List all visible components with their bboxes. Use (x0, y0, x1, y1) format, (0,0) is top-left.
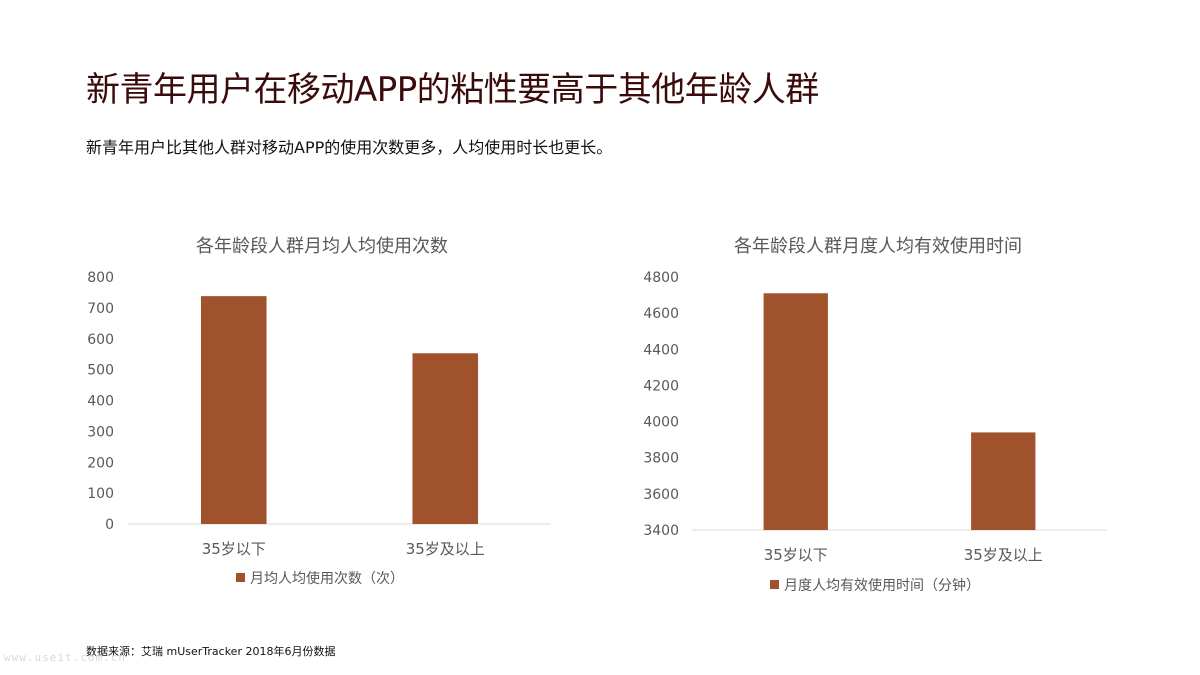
legend-label: 月均人均使用次数（次） (250, 570, 404, 587)
chart-title: 各年龄段人群月度人均有效使用时间 (734, 236, 1022, 257)
legend-swatch (770, 580, 779, 589)
y-tick-label: 4600 (643, 306, 679, 322)
y-tick-label: 700 (87, 301, 114, 317)
page-title: 新青年用户在移动APP的粘性要高于其他年龄人群 (86, 70, 819, 110)
chart-usage-count: 各年龄段人群月均人均使用次数 0 100 200 300 400 500 600 700 800 3… (87, 236, 551, 587)
y-tick-label: 600 (87, 332, 114, 348)
bar (200, 296, 267, 524)
x-category-label: 35岁以下 (764, 546, 828, 564)
y-tick-label: 3400 (643, 523, 679, 539)
y-tick-label: 4200 (643, 378, 679, 394)
legend-swatch (236, 573, 245, 582)
y-tick-label: 4000 (643, 415, 679, 431)
x-category-label: 35岁及以上 (964, 546, 1043, 564)
y-tick-label: 400 (87, 394, 114, 410)
y-tick-label: 100 (87, 486, 114, 502)
bar (971, 432, 1036, 530)
watermark: www.useit.com.cn (4, 651, 126, 664)
y-tick-label: 3600 (643, 487, 679, 503)
chart-title: 各年龄段人群月均人均使用次数 (196, 236, 448, 257)
x-category-label: 35岁以下 (202, 540, 266, 558)
source-note: 数据来源：艾瑞 mUserTracker 2018年6月份数据 (86, 645, 336, 658)
chart-usage-time: 各年龄段人群月度人均有效使用时间 3400 3600 3800 4000 4200 4400… (643, 236, 1107, 594)
y-tick-label: 3800 (643, 451, 679, 467)
legend-label: 月度人均有效使用时间（分钟） (784, 577, 980, 594)
y-tick-label: 0 (105, 517, 114, 533)
y-tick-label: 200 (87, 455, 114, 471)
bar (412, 353, 479, 524)
page-subtitle: 新青年用户比其他人群对移动APP的使用次数更多，人均使用时长也更长。 (86, 138, 613, 157)
y-tick-label: 4400 (643, 342, 679, 358)
x-category-label: 35岁及以上 (406, 540, 485, 558)
bar (763, 293, 828, 530)
y-tick-label: 4800 (643, 270, 679, 286)
y-tick-label: 800 (87, 270, 114, 286)
y-tick-label: 500 (87, 363, 114, 379)
y-tick-label: 300 (87, 424, 114, 440)
